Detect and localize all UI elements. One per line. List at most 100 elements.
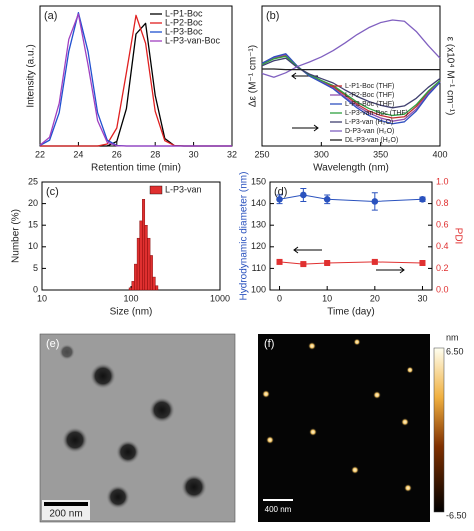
histogram-bar <box>147 237 151 291</box>
x-axis-title: Retention time (min) <box>91 163 181 174</box>
y-tick-label: 15 <box>28 220 38 230</box>
y-tick-label: 25 <box>28 176 38 186</box>
x-tick-label: 30 <box>417 293 427 303</box>
y-tick-label: 100 <box>251 284 266 294</box>
panel-label: (f) <box>264 338 274 350</box>
data-point <box>300 191 307 199</box>
panel-label: (e) <box>46 338 59 350</box>
legend-label: L-P3-van (H₂O) <box>345 119 393 126</box>
series-line <box>261 55 441 117</box>
legend-label: L-P3-Boc <box>165 26 203 36</box>
x-tick-label: 10 <box>322 293 332 303</box>
y-tick-label: 0 <box>33 284 38 294</box>
data-point <box>276 258 283 265</box>
data-point <box>371 198 379 205</box>
histogram-bar <box>144 224 148 291</box>
legend-label: L-P3-Boc (THF) <box>345 101 394 108</box>
legend-swatch <box>149 185 163 195</box>
x-tick-label: 24 <box>73 149 83 159</box>
x-tick-label: 28 <box>150 149 160 159</box>
legend-label: L-P1-Boc <box>165 8 203 18</box>
colorbar-unit: nm <box>446 332 459 342</box>
legend-label: L-P3-van-Boc <box>165 35 221 45</box>
panel-label: (c) <box>46 186 59 198</box>
panel-label: (b) <box>266 10 279 22</box>
series-line <box>39 13 232 147</box>
x-tick-label: 1000 <box>210 293 230 303</box>
legend-label: D-P3-van (H₂O) <box>345 128 394 135</box>
x-axis-title: Time (day) <box>327 307 374 318</box>
histogram-bar <box>142 199 146 291</box>
x-axis-title: Size (nm) <box>110 307 153 318</box>
y-axis-title: Hydrodynamic diameter (nm) <box>239 172 250 301</box>
y2-tick-label: 0.0 <box>436 284 449 294</box>
x-tick-label: 0 <box>277 293 282 303</box>
x-tick-label: 20 <box>370 293 380 303</box>
plot-frame <box>39 5 233 147</box>
scale-bar-label: 200 nm <box>49 509 82 520</box>
plot-frame <box>41 181 221 291</box>
histogram-bar <box>152 276 156 291</box>
y-tick-label: 150 <box>251 176 266 186</box>
y2-tick-label: 0.6 <box>436 220 449 230</box>
x-tick-label: 32 <box>227 149 237 159</box>
y-axis-title: Δε (M⁻¹ cm⁻¹) <box>248 45 259 107</box>
panel-label: (d) <box>274 186 287 198</box>
scale-bar-label: 400 nm <box>265 505 292 514</box>
data-point <box>419 195 426 203</box>
y-tick-label: 10 <box>28 241 38 251</box>
histogram-bar <box>136 237 140 291</box>
x-tick-label: 30 <box>189 149 199 159</box>
plot-frame <box>261 5 441 147</box>
y-tick-label: 130 <box>251 220 266 230</box>
y2-axis-title: PDI <box>452 228 463 245</box>
data-point <box>324 260 331 266</box>
series-line <box>261 57 441 109</box>
x-tick-label: 26 <box>112 149 122 159</box>
y-tick-label: 140 <box>251 198 266 208</box>
y2-tick-label: 0.2 <box>436 263 449 273</box>
y2-tick-label: 1.0 <box>436 176 449 186</box>
y-tick-label: 110 <box>252 263 266 273</box>
histogram-bar <box>128 287 132 291</box>
data-point <box>323 195 331 203</box>
x-tick-label: 350 <box>373 149 388 159</box>
histogram-bar <box>131 281 135 291</box>
histogram-bar <box>155 285 159 291</box>
histogram-bar <box>134 263 138 291</box>
series-line <box>39 12 232 147</box>
histogram-bar <box>139 220 143 291</box>
colorbar-min: -6.50 <box>446 510 467 520</box>
colorbar-max: 6.50 <box>446 346 464 356</box>
y-tick-label: 120 <box>251 241 266 251</box>
y-tick-label: 5 <box>33 263 38 273</box>
legend-label: DL-P3-van (H₂O) <box>345 137 398 144</box>
series-line <box>261 19 441 78</box>
data-point <box>419 260 426 266</box>
y-axis-title: Intensity (a.u.) <box>26 44 37 107</box>
panel-label: (a) <box>44 10 57 22</box>
data-point <box>300 261 307 268</box>
x-tick-label: 10 <box>37 293 47 303</box>
legend-label: L-P2-Boc <box>165 17 203 27</box>
series-line <box>261 53 441 125</box>
y2-tick-label: 0.8 <box>436 198 449 208</box>
data-point <box>276 195 283 203</box>
legend-label: L-P2-Boc (THF) <box>345 92 394 99</box>
y-tick-label: 20 <box>28 198 38 208</box>
data-point <box>371 258 378 265</box>
legend-label: L-P3-van-Boc (THF) <box>345 110 408 117</box>
afm-image: 400 nm (f) nm 6.50 -6.50 <box>258 332 467 522</box>
annotation-arrows <box>291 72 405 274</box>
histogram-bar <box>149 255 153 291</box>
x-axis-title: Wavelength (nm) <box>313 163 389 174</box>
legend-label: L-P1-Boc (THF) <box>345 83 394 90</box>
x-tick-label: 300 <box>314 149 329 159</box>
x-tick-label: 400 <box>432 149 447 159</box>
series-line <box>262 68 440 71</box>
y2-axis-title: ε (x10⁴ M⁻¹ cm⁻¹) <box>444 37 455 116</box>
tem-image: 200 nm (e) <box>39 333 236 523</box>
legend-label: L-P3-van <box>165 184 202 194</box>
x-tick-label: 100 <box>123 293 138 303</box>
